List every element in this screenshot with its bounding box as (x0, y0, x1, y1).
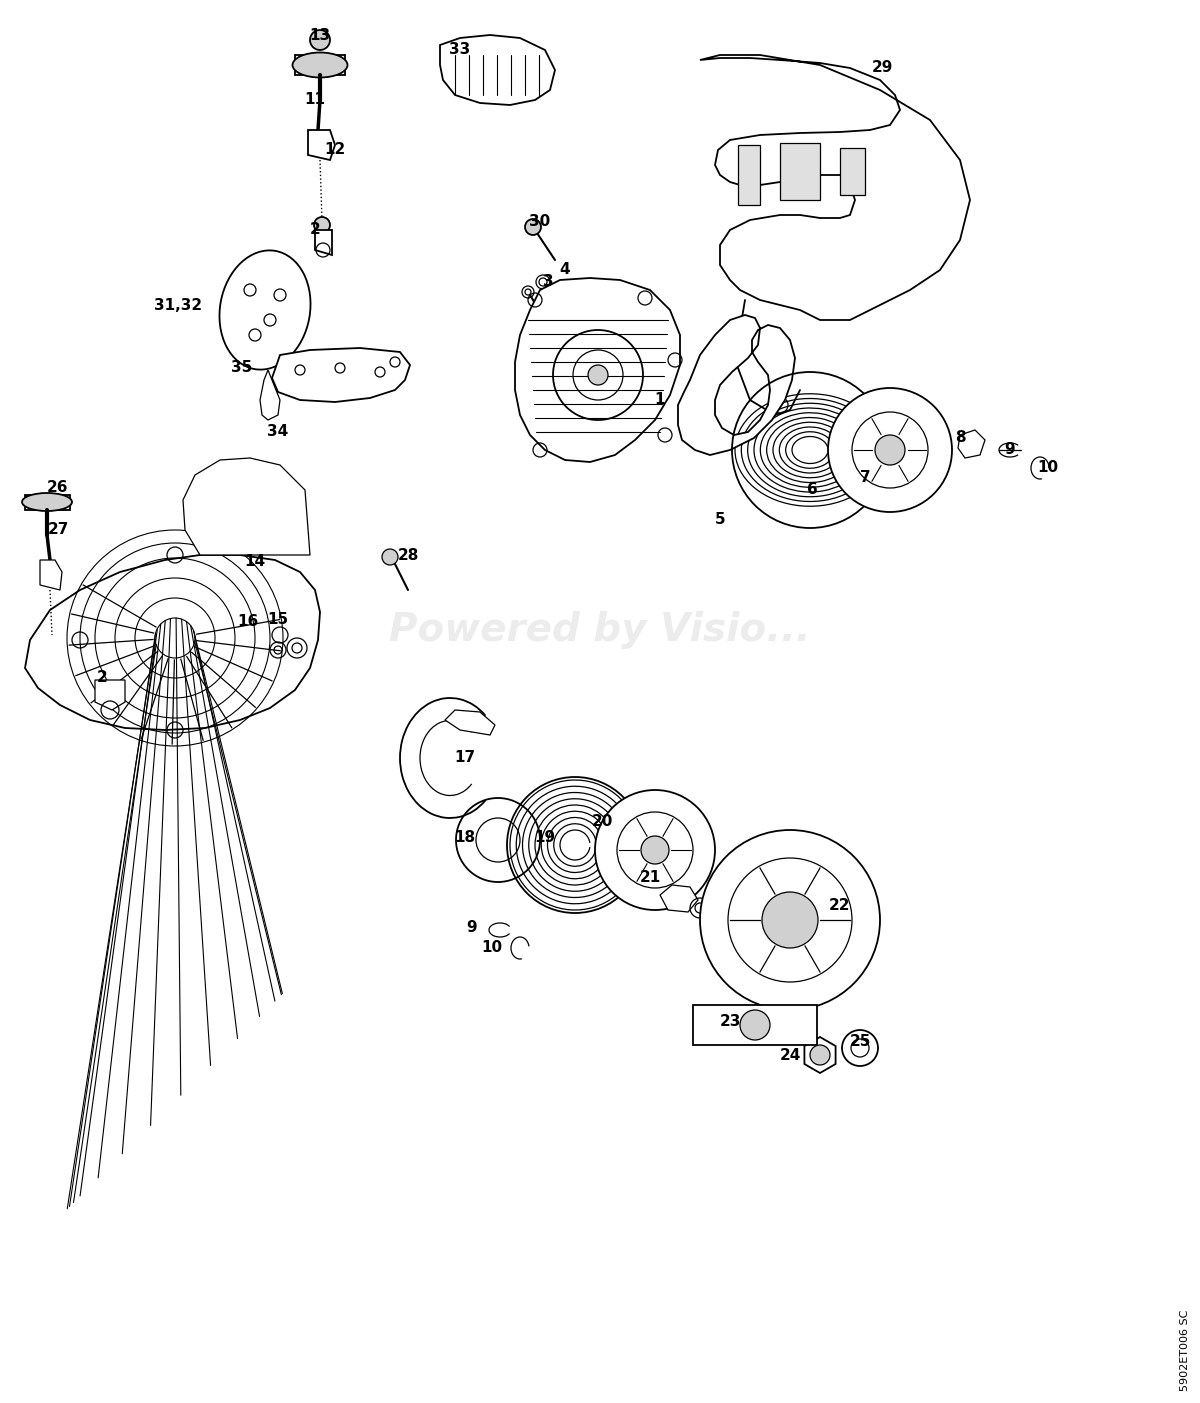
Text: Powered by Visio...: Powered by Visio... (389, 610, 811, 650)
Circle shape (762, 892, 818, 948)
Text: 25: 25 (850, 1034, 871, 1049)
Text: 12: 12 (324, 143, 346, 157)
Circle shape (700, 831, 880, 1010)
Polygon shape (95, 680, 125, 710)
Text: 24: 24 (779, 1048, 800, 1062)
Circle shape (588, 365, 608, 384)
Polygon shape (958, 429, 985, 457)
Circle shape (641, 836, 670, 864)
Text: 13: 13 (310, 28, 330, 42)
Text: 2: 2 (310, 223, 320, 237)
Polygon shape (660, 885, 698, 912)
Polygon shape (182, 457, 310, 556)
Text: 26: 26 (47, 480, 68, 494)
Text: 28: 28 (397, 547, 419, 563)
Polygon shape (840, 147, 865, 195)
Polygon shape (440, 35, 554, 105)
Polygon shape (445, 710, 496, 735)
Text: 5902ET006 SC: 5902ET006 SC (1180, 1309, 1190, 1390)
Ellipse shape (220, 250, 311, 369)
Text: 23: 23 (719, 1014, 740, 1030)
Text: 21: 21 (640, 870, 661, 885)
Text: 22: 22 (829, 898, 851, 912)
Polygon shape (515, 278, 680, 462)
Text: 16: 16 (238, 615, 259, 630)
Text: 11: 11 (305, 93, 325, 108)
Text: 31,32: 31,32 (154, 297, 202, 313)
Text: 17: 17 (455, 751, 475, 766)
Text: 34: 34 (268, 425, 289, 439)
Text: 5: 5 (715, 512, 725, 528)
Text: 9: 9 (467, 920, 478, 936)
Circle shape (595, 790, 715, 911)
Polygon shape (308, 130, 335, 160)
Polygon shape (738, 145, 760, 205)
Text: 10: 10 (1038, 460, 1058, 476)
Text: 35: 35 (232, 361, 253, 376)
Text: 19: 19 (534, 831, 556, 846)
Circle shape (828, 389, 952, 512)
Ellipse shape (293, 52, 348, 77)
Text: 14: 14 (245, 554, 265, 570)
Polygon shape (678, 316, 796, 455)
Text: 20: 20 (592, 815, 613, 829)
Text: 4: 4 (559, 262, 570, 278)
Polygon shape (272, 348, 410, 403)
Polygon shape (25, 495, 70, 511)
Text: 18: 18 (455, 831, 475, 846)
Circle shape (740, 1010, 770, 1040)
Polygon shape (700, 55, 970, 320)
Text: 10: 10 (481, 940, 503, 955)
Text: 1: 1 (655, 393, 665, 407)
Text: 15: 15 (268, 613, 288, 627)
Ellipse shape (22, 492, 72, 511)
Text: 6: 6 (806, 483, 817, 498)
Text: 29: 29 (871, 60, 893, 76)
Polygon shape (804, 1037, 835, 1073)
Polygon shape (780, 143, 820, 201)
Circle shape (875, 435, 905, 464)
Text: 7: 7 (859, 470, 870, 485)
Text: 27: 27 (47, 522, 68, 537)
Polygon shape (295, 55, 346, 74)
Polygon shape (694, 1005, 817, 1045)
Text: 2: 2 (97, 671, 107, 686)
Polygon shape (314, 230, 332, 255)
Text: 9: 9 (1004, 442, 1015, 457)
Polygon shape (40, 560, 62, 591)
Circle shape (810, 1045, 830, 1065)
Text: 33: 33 (449, 42, 470, 58)
Text: 3: 3 (542, 275, 553, 289)
Polygon shape (260, 370, 280, 419)
Circle shape (382, 549, 398, 565)
Circle shape (526, 219, 541, 234)
Circle shape (314, 217, 330, 233)
Circle shape (310, 29, 330, 51)
Text: 30: 30 (529, 215, 551, 230)
Polygon shape (25, 556, 320, 730)
Text: 8: 8 (955, 431, 965, 446)
